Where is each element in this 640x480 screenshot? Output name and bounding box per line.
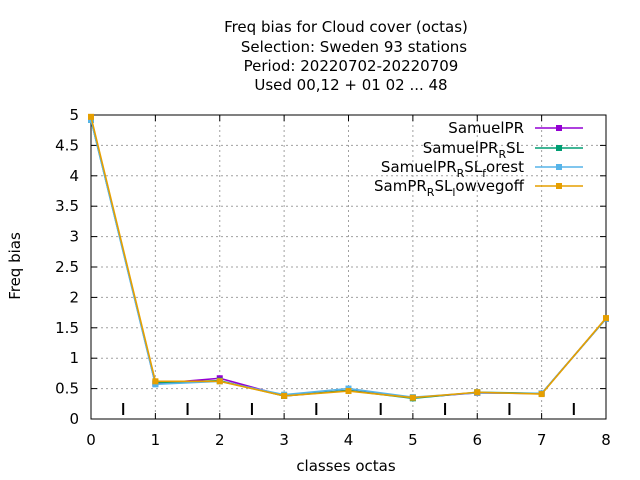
y-tick-label: 4.5 [55, 136, 79, 154]
legend: SamuelPR SamuelPRR​SLSamuelPRR​SLf​orestS… [374, 119, 583, 199]
data-point [345, 388, 352, 395]
data-point [216, 378, 223, 385]
y-tick-label: 1 [69, 349, 79, 367]
data-point [474, 389, 481, 396]
legend-marker-4 [556, 183, 562, 189]
y-tick-label: 1.5 [55, 319, 79, 337]
title-line-3: Period: 20220702-20220709 [244, 57, 459, 75]
grid [91, 115, 606, 419]
legend-label-1: SamuelPR [448, 119, 524, 137]
y-tick-label: 2 [69, 288, 79, 306]
title-line-1: Freq bias for Cloud cover (octas) [224, 18, 468, 36]
data-point [409, 394, 416, 401]
data-point [538, 391, 545, 398]
x-tick-label: 2 [215, 431, 225, 449]
data-point [281, 392, 288, 399]
axis-ticks: 0 0.5 1 1.5 2 2.5 3 3.5 4 4.5 5 0 1 2 3 4 5 6 7 8 [55, 106, 611, 449]
data-point [603, 315, 609, 322]
series-lines [88, 113, 609, 402]
title-line-4: Used 00,12 + 01 02 ... 48 [254, 76, 447, 94]
x-tick-label: 7 [537, 431, 547, 449]
x-tick-label: 6 [472, 431, 482, 449]
y-axis-label: Freq bias [6, 232, 24, 300]
legend-label-4: SamPRR​SLl​owvegoff [374, 177, 525, 199]
x-tick-label: 8 [601, 431, 611, 449]
y-tick-label: 3 [69, 228, 79, 246]
legend-label-3: SamuelPRR​SLf​orest [381, 158, 524, 180]
legend-label-2: SamuelPRR​SL [423, 139, 525, 161]
y-tick-label: 5 [69, 106, 79, 124]
chart-title: Freq bias for Cloud cover (octas) Select… [224, 18, 468, 94]
y-tick-label: 0 [69, 410, 79, 428]
y-tick-label: 0.5 [55, 380, 79, 398]
x-tick-label: 3 [279, 431, 289, 449]
y-tick-label: 3.5 [55, 197, 79, 215]
y-tick-label: 2.5 [55, 258, 79, 276]
data-point [152, 381, 159, 388]
legend-marker-3 [556, 164, 562, 170]
legend-marker-2 [556, 145, 562, 151]
x-tick-label: 5 [408, 431, 418, 449]
y-tick-label: 4 [69, 167, 79, 185]
x-tick-label: 0 [86, 431, 96, 449]
data-point [152, 378, 159, 385]
legend-marker-1 [556, 125, 562, 131]
x-tick-label: 4 [344, 431, 354, 449]
x-tick-label: 1 [151, 431, 161, 449]
title-line-2: Selection: Sweden 93 stations [241, 38, 467, 56]
x-axis-label: classes octas [296, 457, 396, 475]
data-point [88, 113, 94, 120]
